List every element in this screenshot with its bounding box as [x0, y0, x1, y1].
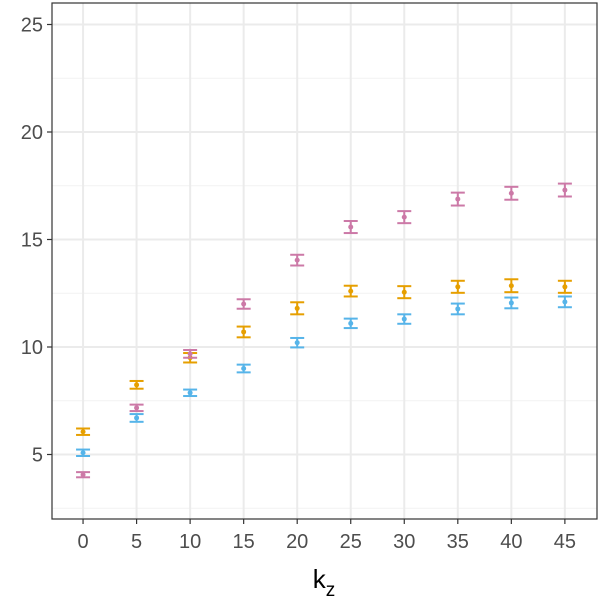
x-axis-label: kz	[313, 564, 336, 601]
point	[562, 299, 568, 305]
y-tick-label: 5	[32, 445, 43, 467]
x-tick-label: 25	[340, 531, 362, 553]
point	[241, 301, 247, 307]
point	[455, 196, 461, 202]
y-tick-label: 25	[21, 15, 43, 37]
point	[80, 429, 86, 435]
y-tick-label: 20	[21, 122, 43, 144]
point	[562, 284, 568, 290]
y-tick-label: 15	[21, 230, 43, 252]
point	[348, 288, 354, 294]
point	[508, 300, 514, 306]
point	[294, 340, 300, 346]
x-tick-label: 0	[77, 531, 88, 553]
point	[401, 214, 407, 220]
x-tick-label: 10	[179, 531, 201, 553]
point	[455, 284, 461, 290]
point	[401, 289, 407, 295]
plot-border	[51, 2, 598, 520]
x-tick-label: 5	[131, 531, 142, 553]
point	[80, 472, 86, 478]
point	[348, 320, 354, 326]
x-label-sub: z	[326, 580, 336, 601]
x-tick-label: 45	[554, 531, 576, 553]
x-tick-label: 20	[286, 531, 308, 553]
point	[508, 190, 514, 196]
point	[455, 306, 461, 312]
point	[294, 305, 300, 311]
point	[348, 224, 354, 230]
point	[241, 329, 247, 335]
point	[401, 316, 407, 322]
point	[294, 257, 300, 263]
x-tick-label: 15	[233, 531, 255, 553]
point	[80, 450, 86, 456]
x-tick-label: 40	[500, 531, 522, 553]
point	[134, 415, 140, 421]
point	[508, 283, 514, 289]
x-tick-label: 35	[447, 531, 469, 553]
point	[134, 405, 140, 411]
y-tick-label: 10	[21, 337, 43, 359]
x-tick-label: 30	[393, 531, 415, 553]
point	[134, 382, 140, 388]
point	[187, 351, 193, 357]
point	[187, 390, 193, 396]
x-label-base: k	[313, 564, 327, 594]
point	[562, 187, 568, 193]
point	[241, 366, 247, 371]
